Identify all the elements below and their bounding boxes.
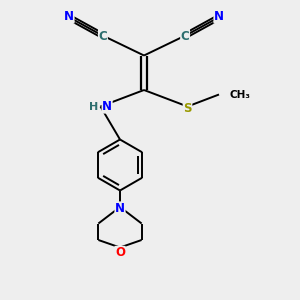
Text: S: S — [183, 101, 192, 115]
Text: N: N — [102, 100, 112, 113]
Text: O: O — [115, 246, 125, 260]
Text: N: N — [64, 10, 74, 23]
Text: C: C — [98, 29, 107, 43]
Text: H: H — [89, 101, 98, 112]
Text: C: C — [181, 29, 190, 43]
Text: N: N — [214, 10, 224, 23]
Text: N: N — [115, 202, 125, 215]
Text: CH₃: CH₃ — [230, 89, 250, 100]
